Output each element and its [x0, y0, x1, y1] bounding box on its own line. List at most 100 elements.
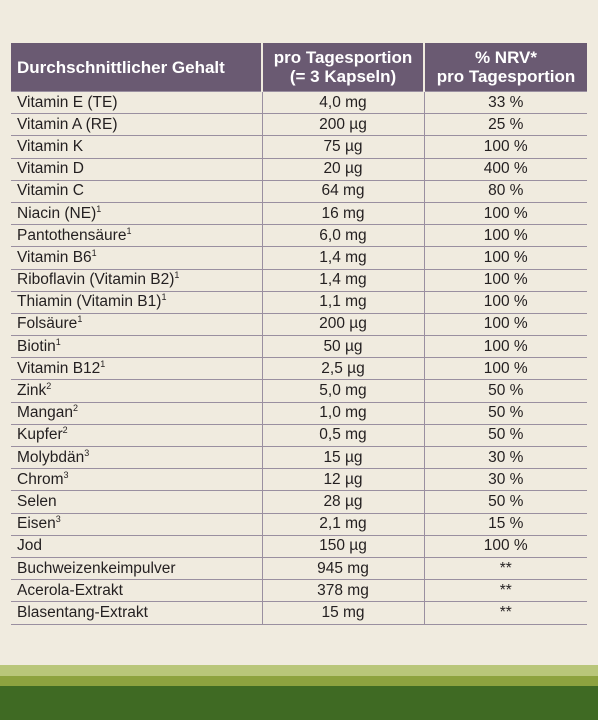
header-average-content: Durchschnittlicher Gehalt	[11, 43, 263, 92]
footnote-marker: 3	[84, 447, 90, 458]
footnote-marker: 1	[91, 247, 97, 258]
amount-cell: 0,5 mg	[262, 424, 425, 448]
table-row: Selen 28 µg 50 %	[11, 490, 587, 514]
footnote-marker: 1	[161, 292, 167, 303]
nrv-cell: 25 %	[424, 113, 587, 137]
nutrition-table: Durchschnittlicher Gehalt pro Tagesporti…	[11, 43, 587, 625]
nutrient-name: Kupfer	[17, 426, 63, 444]
amount-cell: 64 mg	[262, 180, 425, 203]
nutrient-name: Acerola-Extrakt	[17, 581, 123, 599]
nutrient-name-cell: Niacin (NE)1	[11, 202, 263, 226]
nrv-cell: 100 %	[424, 313, 587, 337]
amount-cell: 5,0 mg	[262, 379, 425, 403]
nrv-cell: 80 %	[424, 180, 587, 203]
nutrient-name-cell: Thiamin (Vitamin B1)1	[11, 291, 263, 314]
amount-cell: 1,1 mg	[262, 291, 425, 314]
nutrient-name: Riboflavin (Vitamin B2)	[17, 271, 175, 289]
nutrient-name-cell: Jod	[11, 535, 263, 558]
table-row: Kupfer2 0,5 mg 50 %	[11, 424, 587, 448]
nutrient-name-cell: Vitamin K	[11, 135, 263, 159]
table-row: Vitamin A (RE) 200 µg 25 %	[11, 113, 587, 137]
nrv-cell: **	[424, 579, 587, 603]
nutrient-name-cell: Vitamin B61	[11, 246, 263, 270]
nutrient-name: Zink	[17, 382, 47, 400]
header-nrv-line2: pro Tagesportion	[436, 67, 576, 86]
nutrient-name-cell: Riboflavin (Vitamin B2)1	[11, 269, 263, 292]
table-row: Acerola-Extrakt 378 mg **	[11, 579, 587, 603]
amount-cell: 1,4 mg	[262, 269, 425, 292]
table-row: Folsäure1 200 µg 100 %	[11, 313, 587, 337]
footnote-marker: 3	[63, 469, 69, 480]
amount-cell: 75 µg	[262, 135, 425, 159]
table-row: Vitamin B61 1,4 mg 100 %	[11, 246, 587, 270]
table-body: Vitamin E (TE) 4,0 mg 33 % Vitamin A (RE) 20…	[11, 90, 587, 625]
header-per-daily-portion-line2: (= 3 Kapseln)	[289, 67, 397, 86]
nrv-cell: 100 %	[424, 202, 587, 226]
nrv-cell: **	[424, 557, 587, 581]
nutrient-name-cell: Kupfer2	[11, 424, 263, 448]
footnote-marker: 1	[126, 225, 132, 236]
nutrient-name: Vitamin C	[17, 182, 84, 200]
header-nrv-line1: % NRV*	[474, 48, 538, 67]
amount-cell: 12 µg	[262, 468, 425, 492]
header-per-daily-portion-line1: pro Tagesportion	[273, 48, 413, 67]
table-row: Biotin1 50 µg 100 %	[11, 335, 587, 359]
header-per-daily-portion: pro Tagesportion (= 3 Kapseln)	[262, 43, 425, 92]
footnote-marker: 1	[100, 358, 106, 369]
amount-cell: 50 µg	[262, 335, 425, 359]
footnote-marker: 1	[55, 336, 61, 347]
nutrient-name-cell: Chrom3	[11, 468, 263, 492]
table-row: Vitamin B121 2,5 µg 100 %	[11, 357, 587, 381]
nutrient-name: Selen	[17, 492, 57, 510]
header-nrv-percent: % NRV* pro Tagesportion	[424, 43, 587, 92]
nutrient-name-cell: Folsäure1	[11, 313, 263, 337]
footnote-marker: 2	[62, 425, 68, 436]
nutrient-name-cell: Mangan2	[11, 402, 263, 425]
decorative-stripe-mid	[0, 676, 598, 686]
nutrient-name-cell: Biotin1	[11, 335, 263, 359]
nrv-cell: 100 %	[424, 535, 587, 558]
amount-cell: 378 mg	[262, 579, 425, 603]
nutrient-name: Mangan	[17, 404, 74, 422]
table-row: Riboflavin (Vitamin B2)1 1,4 mg 100 %	[11, 269, 587, 292]
decorative-stripe-dark	[0, 686, 598, 720]
nrv-cell: 30 %	[424, 468, 587, 492]
nrv-cell: 400 %	[424, 158, 587, 181]
table-row: Niacin (NE)1 16 mg 100 %	[11, 202, 587, 226]
nutrient-name: Vitamin B6	[17, 248, 92, 266]
table-row: Vitamin D 20 µg 400 %	[11, 158, 587, 181]
table-row: Buchweizenkeimpulver 945 mg **	[11, 557, 587, 581]
nutrient-name: Vitamin A (RE)	[17, 115, 118, 133]
nutrient-name: Niacin (NE)	[17, 204, 97, 222]
nrv-cell: 50 %	[424, 490, 587, 514]
footnote-marker: 2	[46, 380, 52, 391]
table-row: Thiamin (Vitamin B1)1 1,1 mg 100 %	[11, 291, 587, 314]
nrv-cell: 100 %	[424, 246, 587, 270]
table-row: Blasentang-Extrakt 15 mg **	[11, 601, 587, 625]
nutrient-name: Eisen	[17, 515, 56, 533]
nutrient-name-cell: Zink2	[11, 379, 263, 403]
nutrient-name: Thiamin (Vitamin B1)	[17, 293, 162, 311]
table-row: Pantothensäure1 6,0 mg 100 %	[11, 224, 587, 248]
table-row: Molybdän3 15 µg 30 %	[11, 446, 587, 470]
nutrient-name-cell: Pantothensäure1	[11, 224, 263, 248]
amount-cell: 200 µg	[262, 313, 425, 337]
nutrient-name: Pantothensäure	[17, 226, 127, 244]
amount-cell: 1,4 mg	[262, 246, 425, 270]
amount-cell: 28 µg	[262, 490, 425, 514]
nutrient-name-cell: Vitamin D	[11, 158, 263, 181]
table-row: Eisen3 2,1 mg 15 %	[11, 513, 587, 536]
nutrition-table-container: Durchschnittlicher Gehalt pro Tagesporti…	[11, 43, 587, 625]
nutrient-name-cell: Molybdän3	[11, 446, 263, 470]
nutrient-name: Vitamin K	[17, 137, 84, 155]
footnote-marker: 1	[77, 314, 83, 325]
table-row: Mangan2 1,0 mg 50 %	[11, 402, 587, 425]
nutrient-name: Vitamin D	[17, 160, 84, 178]
nutrient-name-cell: Blasentang-Extrakt	[11, 601, 263, 625]
nutrient-name: Buchweizenkeimpulver	[17, 559, 176, 577]
table-row: Jod 150 µg 100 %	[11, 535, 587, 558]
footnote-marker: 2	[73, 403, 79, 414]
nutrient-name-cell: Vitamin C	[11, 180, 263, 203]
table-row: Vitamin C 64 mg 80 %	[11, 180, 587, 203]
